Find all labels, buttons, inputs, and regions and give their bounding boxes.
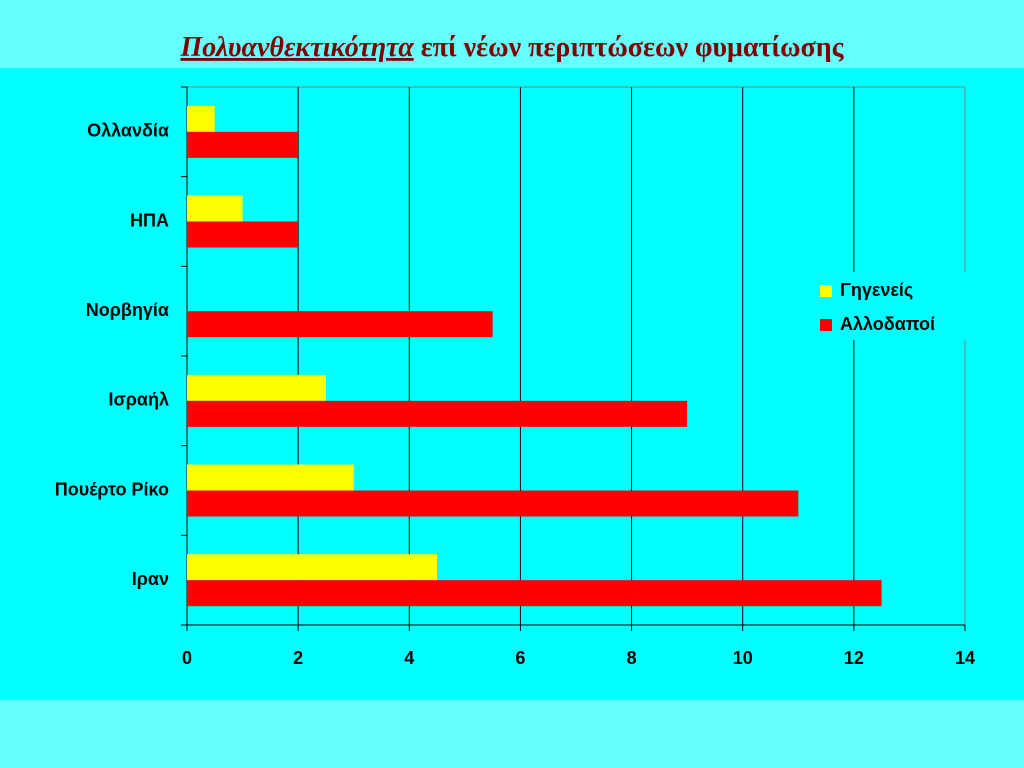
x-tick-label: 14 <box>955 648 975 668</box>
x-tick-label: 12 <box>844 648 864 668</box>
bar <box>187 195 243 222</box>
y-tick-label: Νορβηγία <box>86 300 169 320</box>
bar <box>187 221 299 248</box>
y-tick-label: Ολλανδία <box>87 121 169 141</box>
bar <box>187 105 215 132</box>
title-rest: επί νέων περιπτώσεων φυματίωσης <box>421 32 845 63</box>
y-tick-label: ΗΠΑ <box>130 210 169 230</box>
bar <box>187 490 799 517</box>
legend-label: Γηγενείς <box>840 280 913 300</box>
bar <box>187 580 882 607</box>
x-tick-label: 4 <box>404 648 414 668</box>
y-tick-label: Πουέρτο Ρίκο <box>55 479 169 499</box>
legend-label: Αλλοδαποί <box>840 314 935 334</box>
x-tick-label: 8 <box>627 648 637 668</box>
y-tick-label: Ιραν <box>132 569 169 589</box>
legend-box <box>808 272 966 340</box>
chart-title: Πολυανθεκτικότητα επί νέων περιπτώσεων φ… <box>180 32 845 63</box>
y-tick-label: Ισραήλ <box>108 390 169 410</box>
bar <box>187 311 493 338</box>
legend-swatch <box>820 285 832 297</box>
title-emphasis: Πολυανθεκτικότητα <box>180 32 415 63</box>
x-tick-label: 0 <box>182 648 192 668</box>
bar <box>187 400 688 427</box>
bar <box>187 131 299 158</box>
x-tick-label: 10 <box>733 648 753 668</box>
bar <box>187 554 438 581</box>
x-tick-label: 2 <box>293 648 303 668</box>
x-tick-label: 6 <box>515 648 525 668</box>
legend-swatch <box>820 319 832 331</box>
bar <box>187 374 326 401</box>
bar <box>187 464 354 491</box>
